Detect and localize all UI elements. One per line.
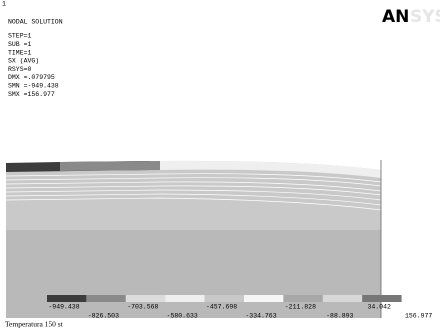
header-line: TIME=1 xyxy=(8,49,32,56)
caption: Temperatura 150 st xyxy=(5,320,64,329)
header-line: SMX =156.977 xyxy=(8,91,55,98)
legend-label: 34.042 xyxy=(367,304,391,311)
legend-label: -457.698 xyxy=(206,304,237,311)
header-line: SUB =1 xyxy=(8,41,32,48)
legend-swatch xyxy=(283,295,322,302)
solution-title: NODAL SOLUTION xyxy=(8,19,63,26)
header-line: DMX =.079795 xyxy=(8,74,55,81)
legend-swatch xyxy=(362,295,401,302)
legend-label: -703.568 xyxy=(127,304,158,311)
model-zone xyxy=(60,161,160,171)
model xyxy=(6,160,381,318)
legend-label: -580.633 xyxy=(167,313,198,320)
header-line: SMN =-949.438 xyxy=(8,83,59,90)
legend-label: -826.503 xyxy=(88,313,119,320)
legend-swatch xyxy=(244,295,283,302)
header-line: SX (AVG) xyxy=(8,58,39,65)
legend-label: -211.828 xyxy=(285,304,316,311)
legend-swatch xyxy=(165,295,204,302)
legend-label: -88.893 xyxy=(326,313,353,320)
logo-faded: SYS xyxy=(410,7,440,27)
legend-label: -334.763 xyxy=(245,313,276,320)
legend-swatch xyxy=(86,295,125,302)
legend-swatch xyxy=(205,295,244,302)
header-line: RSYS=0 xyxy=(8,66,32,73)
legend-label: -949.438 xyxy=(48,304,79,311)
corner-number: 1 xyxy=(2,1,6,8)
header-line: STEP=1 xyxy=(8,33,32,40)
logo-main: AN xyxy=(382,7,409,27)
legend-label: 156.977 xyxy=(405,313,432,320)
screen: 1 NODAL SOLUTION AN SYS Temperatura 150 … xyxy=(0,0,440,329)
legend-swatch xyxy=(323,295,362,302)
legend-swatch xyxy=(47,295,86,302)
legend-swatch xyxy=(126,295,165,302)
